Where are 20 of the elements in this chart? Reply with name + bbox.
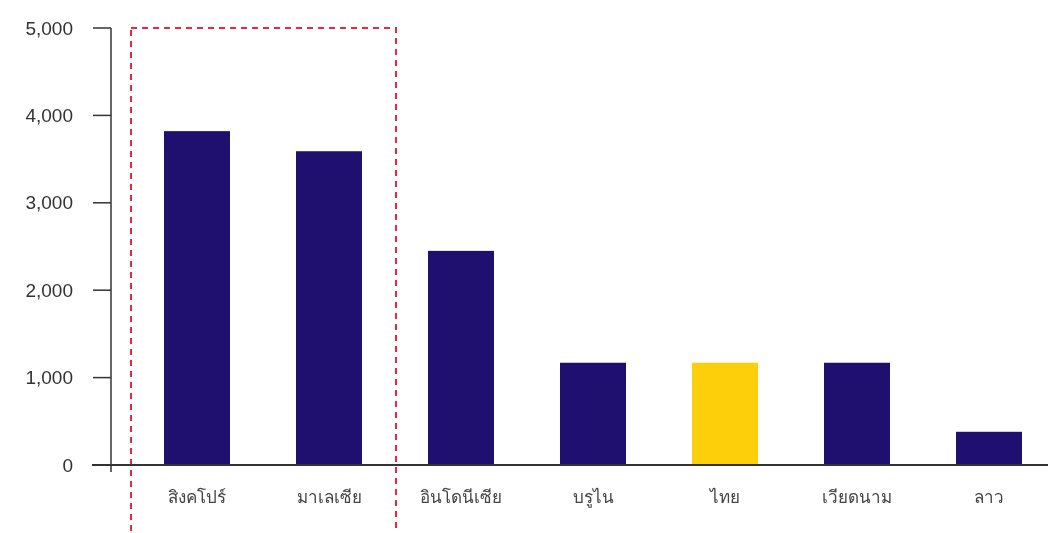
y-tick-label: 1,000 (25, 367, 73, 389)
bar (956, 431, 1022, 465)
y-tick-label: 4,000 (25, 105, 73, 127)
x-tick-label: สิงคโปร์ (168, 487, 226, 507)
bar (428, 250, 494, 465)
x-tick-label: บรูไน (572, 487, 614, 508)
x-tick-label: มาเลเซีย (296, 488, 362, 507)
x-tick-label: ลาว (974, 488, 1004, 507)
bar (692, 362, 758, 465)
y-tick-label: 2,000 (25, 279, 73, 301)
bar (824, 362, 890, 465)
y-tick-label: 5,000 (25, 17, 73, 39)
y-tick-label: 3,000 (25, 192, 73, 214)
x-tick-label: เวียดนาม (822, 488, 892, 507)
x-tick-label: อินโดนีเซีย (420, 487, 502, 507)
x-tick-label: ไทย (708, 487, 740, 507)
bar (560, 362, 626, 465)
bar (164, 131, 230, 465)
bar (296, 151, 362, 465)
y-tick-label: 0 (62, 454, 73, 476)
